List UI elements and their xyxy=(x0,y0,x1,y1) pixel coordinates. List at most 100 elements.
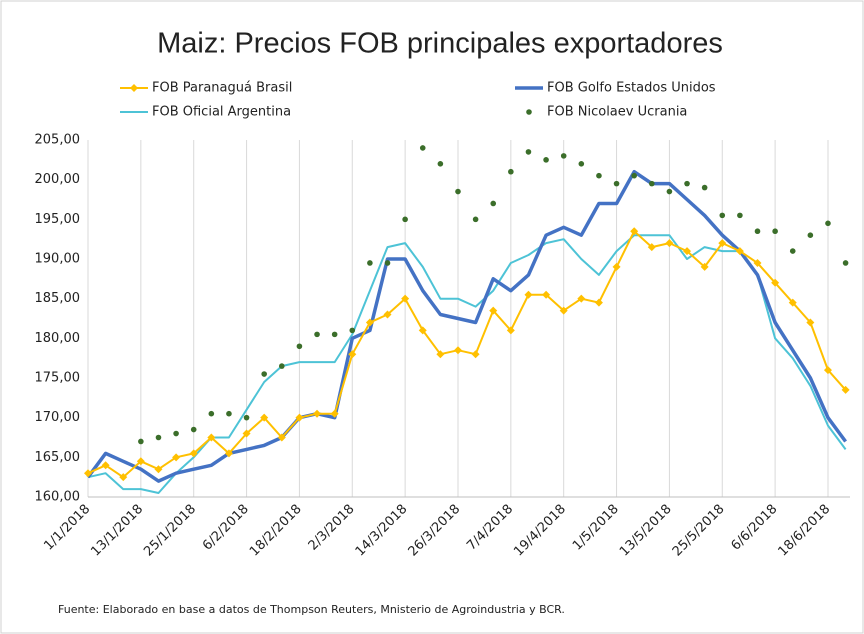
point xyxy=(718,239,727,248)
point xyxy=(437,161,444,167)
point xyxy=(631,172,637,179)
point xyxy=(155,434,162,441)
series-line xyxy=(87,230,847,479)
y-tick-label: 200,00 xyxy=(35,172,81,187)
point xyxy=(173,430,179,437)
point xyxy=(594,298,603,307)
point xyxy=(383,310,392,319)
point xyxy=(700,262,709,271)
y-tick-label: 170,00 xyxy=(35,410,81,425)
point xyxy=(647,243,656,252)
point xyxy=(788,298,797,307)
point xyxy=(472,216,479,223)
y-tick-label: 175,00 xyxy=(35,371,81,386)
point xyxy=(365,318,374,327)
legend-label: FOB Nicolaev Ucrania xyxy=(547,105,687,120)
point xyxy=(224,449,233,458)
point xyxy=(771,278,780,287)
point xyxy=(524,290,533,299)
point xyxy=(471,350,480,359)
chart-title: Maiz: Precios FOB principales exportador… xyxy=(157,28,723,60)
point xyxy=(348,350,357,359)
point xyxy=(295,413,304,422)
point xyxy=(277,433,286,442)
point xyxy=(806,318,815,327)
y-tick-label: 180,00 xyxy=(35,331,81,346)
point xyxy=(313,409,322,418)
point xyxy=(789,248,796,254)
y-tick-label: 160,00 xyxy=(35,490,81,505)
point xyxy=(542,290,551,299)
point xyxy=(154,465,163,474)
point xyxy=(226,410,232,417)
legend-label: FOB Paranaguá Brasil xyxy=(152,81,292,96)
point xyxy=(489,306,498,315)
point xyxy=(772,228,778,235)
point xyxy=(701,184,708,191)
point xyxy=(242,429,251,438)
legend-marker xyxy=(130,84,138,92)
point xyxy=(296,343,303,350)
point xyxy=(596,172,602,179)
point xyxy=(683,247,692,256)
point xyxy=(841,385,850,394)
point xyxy=(243,414,250,421)
point xyxy=(208,410,215,417)
point xyxy=(331,331,338,338)
point xyxy=(190,426,197,433)
point xyxy=(261,371,267,377)
point xyxy=(436,350,445,359)
point xyxy=(737,212,743,219)
point xyxy=(314,331,320,338)
point xyxy=(172,453,181,462)
point xyxy=(349,327,356,334)
point xyxy=(455,188,461,195)
point xyxy=(630,227,639,236)
point xyxy=(823,366,832,375)
point xyxy=(666,188,673,195)
point xyxy=(418,326,427,335)
point xyxy=(401,294,410,303)
point xyxy=(735,247,744,256)
y-tick-label: 185,00 xyxy=(35,291,81,306)
point xyxy=(559,306,568,315)
point xyxy=(101,461,110,470)
point xyxy=(577,294,586,303)
point xyxy=(136,457,145,466)
point xyxy=(665,239,674,248)
y-tick-label: 195,00 xyxy=(35,212,81,227)
point xyxy=(842,260,849,266)
series-line xyxy=(86,169,848,483)
legend-label: FOB Golfo Estados Unidos xyxy=(547,81,716,96)
point xyxy=(613,180,620,187)
point xyxy=(753,258,762,267)
legend-marker xyxy=(526,109,532,115)
point xyxy=(754,228,761,235)
point xyxy=(279,363,285,369)
point xyxy=(453,346,462,355)
point xyxy=(138,438,144,445)
y-tick-label: 205,00 xyxy=(35,133,81,148)
y-tick-label: 190,00 xyxy=(35,252,81,267)
point xyxy=(684,180,690,187)
point xyxy=(402,216,408,223)
point xyxy=(825,220,831,227)
y-tick-label: 165,00 xyxy=(35,450,81,465)
point xyxy=(543,157,549,163)
point xyxy=(119,473,128,482)
point xyxy=(648,180,655,187)
point xyxy=(719,212,726,219)
point xyxy=(490,200,497,207)
point xyxy=(508,168,514,175)
point xyxy=(84,469,92,478)
legend-label: FOB Oficial Argentina xyxy=(152,105,291,120)
point xyxy=(807,232,814,238)
point xyxy=(367,260,373,266)
point xyxy=(384,260,391,266)
point xyxy=(578,161,585,167)
point xyxy=(330,409,339,418)
point xyxy=(189,449,198,458)
point xyxy=(260,413,269,422)
